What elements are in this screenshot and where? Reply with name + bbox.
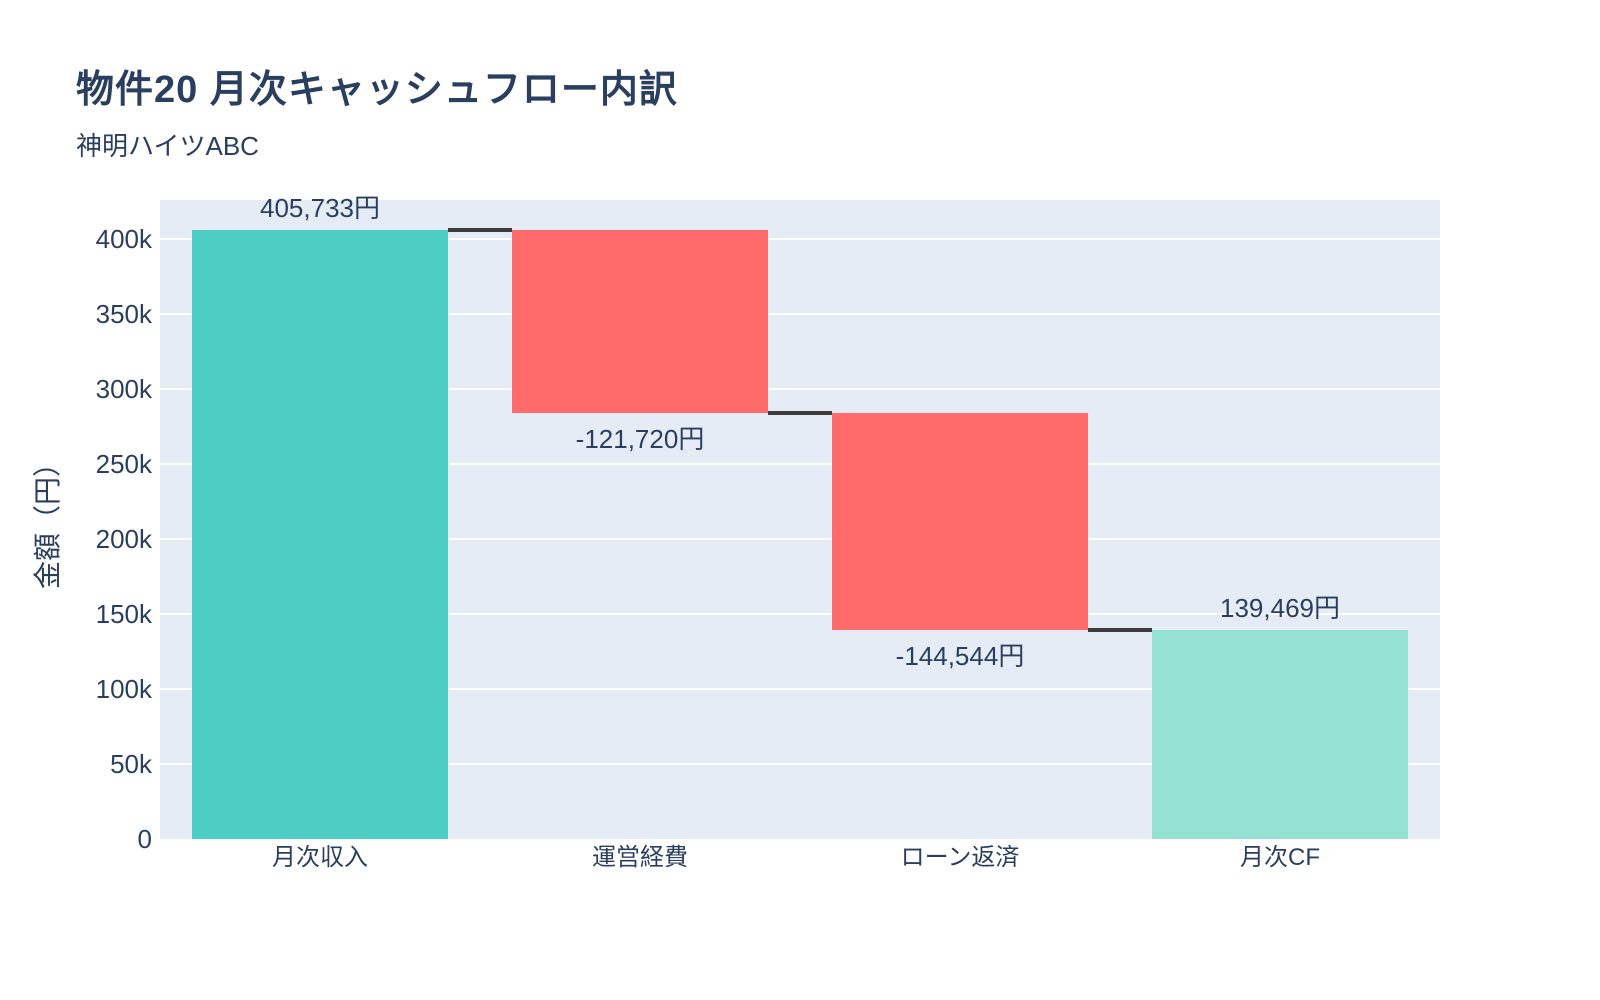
- waterfall-bar-月次CF[interactable]: [1152, 629, 1408, 839]
- connector-line: [448, 228, 512, 233]
- connector-line: [1088, 627, 1152, 632]
- chart-title: 物件20 月次キャッシュフロー内訳: [76, 69, 678, 111]
- x-tick-label: ローン返済: [900, 844, 1020, 871]
- x-tick-label: 月次収入: [272, 844, 368, 871]
- x-tick-label: 運営経費: [592, 844, 688, 871]
- bar-value-label: -121,720円: [575, 424, 705, 454]
- y-gridline: [160, 763, 1440, 765]
- bar-value-label: 405,733円: [260, 193, 380, 224]
- y-tick-label: 350k: [95, 299, 152, 330]
- y-gridline: [160, 388, 1440, 391]
- waterfall-bar-ローン返済[interactable]: [832, 413, 1088, 630]
- waterfall-bar-月次収入[interactable]: [192, 230, 448, 839]
- bar-value-label: 139,469円: [1220, 592, 1340, 623]
- y-gridline: [160, 538, 1440, 540]
- plot-area[interactable]: [160, 200, 1440, 839]
- y-gridline: [160, 688, 1440, 690]
- y-tick-label: 400k: [95, 224, 152, 255]
- y-gridline: [160, 463, 1440, 466]
- y-tick-label: 50k: [110, 749, 152, 779]
- waterfall-bar-運営経費[interactable]: [512, 230, 768, 413]
- y-tick-label: 200k: [95, 524, 152, 554]
- bar-value-label: -144,544円: [895, 640, 1025, 671]
- chart-subtitle: 神明ハイツABC: [76, 131, 259, 161]
- y-tick-label: 150k: [95, 599, 152, 629]
- y-gridline: [160, 613, 1440, 615]
- y-tick-label: 0: [137, 824, 152, 854]
- y-tick-label: 100k: [95, 674, 152, 704]
- y-tick-label: 300k: [95, 374, 152, 405]
- y-tick-label: 250k: [95, 449, 152, 480]
- y-gridline: [160, 313, 1440, 316]
- x-tick-label: 月次CF: [1240, 844, 1320, 871]
- y-gridline: [160, 238, 1440, 241]
- connector-line: [768, 411, 832, 415]
